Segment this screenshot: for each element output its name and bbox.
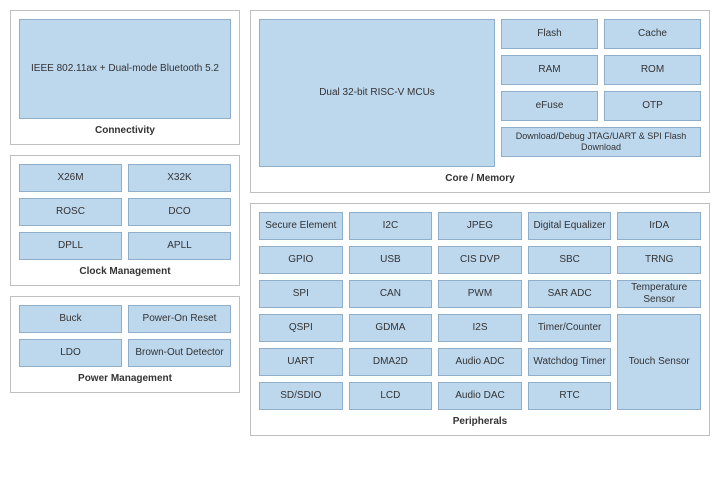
connectivity-cell: IEEE 802.11ax + Dual-mode Bluetooth 5.2 — [19, 19, 231, 119]
power-grid: Buck Power-On Reset LDO Brown-Out Detect… — [19, 305, 231, 367]
periph-item: PWM — [438, 280, 522, 308]
periph-item: Temperature Sensor — [617, 280, 701, 308]
core-mem: ROM — [604, 55, 701, 85]
diagram-root: IEEE 802.11ax + Dual-mode Bluetooth 5.2 … — [10, 10, 710, 436]
core-title: Core / Memory — [259, 173, 701, 184]
connectivity-title: Connectivity — [19, 125, 231, 136]
periph-item: UART — [259, 348, 343, 376]
section-connectivity: IEEE 802.11ax + Dual-mode Bluetooth 5.2 … — [10, 10, 240, 145]
clock-item: DPLL — [19, 232, 122, 260]
right-column: Dual 32-bit RISC-V MCUs Flash Cache RAM … — [250, 10, 710, 436]
power-item: Power-On Reset — [128, 305, 231, 333]
core-mem: eFuse — [501, 91, 598, 121]
periph-item: TRNG — [617, 246, 701, 274]
periph-item: Audio ADC — [438, 348, 522, 376]
periph-item: Audio DAC — [438, 382, 522, 410]
periph-item: GDMA — [349, 314, 433, 342]
core-mcu: Dual 32-bit RISC-V MCUs — [259, 19, 495, 167]
periph-item: Watchdog Timer — [528, 348, 612, 376]
periph-item: JPEG — [438, 212, 522, 240]
periph-item: SPI — [259, 280, 343, 308]
power-title: Power Management — [19, 373, 231, 384]
periph-item: IrDA — [617, 212, 701, 240]
clock-title: Clock Management — [19, 266, 231, 277]
periph-grid: Secure ElementI2CJPEGDigital EqualizerIr… — [259, 212, 701, 410]
section-clock: X26M X32K ROSC DCO DPLL APLL Clock Manag… — [10, 155, 240, 286]
core-mem: RAM — [501, 55, 598, 85]
core-memory-col: Flash Cache RAM ROM eFuse OTP Download/D… — [501, 19, 701, 167]
periph-item: GPIO — [259, 246, 343, 274]
periph-item: Touch Sensor — [617, 314, 701, 410]
left-column: IEEE 802.11ax + Dual-mode Bluetooth 5.2 … — [10, 10, 240, 436]
power-item: Buck — [19, 305, 122, 333]
clock-item: APLL — [128, 232, 231, 260]
clock-item: DCO — [128, 198, 231, 226]
power-item: Brown-Out Detector — [128, 339, 231, 367]
core-debug: Download/Debug JTAG/UART & SPI Flash Dow… — [501, 127, 701, 157]
periph-item: LCD — [349, 382, 433, 410]
periph-item: CAN — [349, 280, 433, 308]
power-item: LDO — [19, 339, 122, 367]
section-core: Dual 32-bit RISC-V MCUs Flash Cache RAM … — [250, 10, 710, 193]
section-power: Buck Power-On Reset LDO Brown-Out Detect… — [10, 296, 240, 393]
periph-item: Secure Element — [259, 212, 343, 240]
periph-item: SBC — [528, 246, 612, 274]
core-mem: Flash — [501, 19, 598, 49]
core-mem: Cache — [604, 19, 701, 49]
periph-item: I2S — [438, 314, 522, 342]
section-peripherals: Secure ElementI2CJPEGDigital EqualizerIr… — [250, 203, 710, 436]
clock-grid: X26M X32K ROSC DCO DPLL APLL — [19, 164, 231, 260]
periph-item: SD/SDIO — [259, 382, 343, 410]
periph-item: Digital Equalizer — [528, 212, 612, 240]
core-mem: OTP — [604, 91, 701, 121]
periph-item: DMA2D — [349, 348, 433, 376]
periph-title: Peripherals — [259, 416, 701, 427]
periph-item: SAR ADC — [528, 280, 612, 308]
periph-item: CIS DVP — [438, 246, 522, 274]
core-layout: Dual 32-bit RISC-V MCUs Flash Cache RAM … — [259, 19, 701, 167]
clock-item: X26M — [19, 164, 122, 192]
periph-item: I2C — [349, 212, 433, 240]
periph-item: USB — [349, 246, 433, 274]
clock-item: X32K — [128, 164, 231, 192]
periph-item: QSPI — [259, 314, 343, 342]
clock-item: ROSC — [19, 198, 122, 226]
periph-item: Timer/Counter — [528, 314, 612, 342]
periph-item: RTC — [528, 382, 612, 410]
